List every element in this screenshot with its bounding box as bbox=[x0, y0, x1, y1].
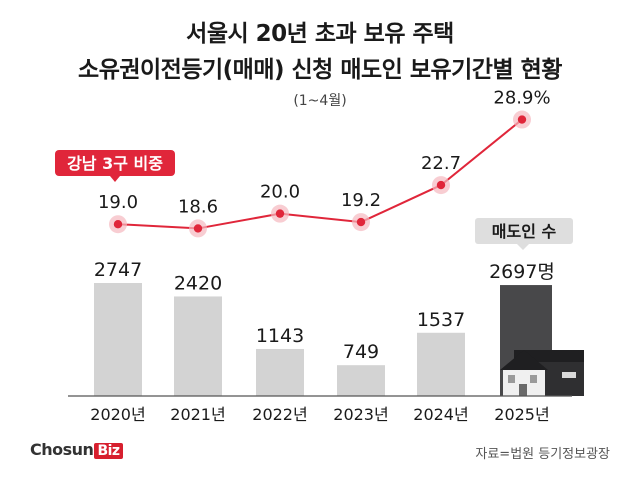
line-series-tag-pointer bbox=[110, 176, 120, 182]
x-tick-label-2025년: 2025년 bbox=[494, 405, 549, 424]
line-value-label-2025년: 28.9% bbox=[493, 88, 550, 109]
bar-series-tag-bg bbox=[475, 218, 573, 244]
bar-value-label-2025년: 2697명 bbox=[489, 261, 555, 283]
bar-2020년 bbox=[94, 283, 142, 396]
x-tick-label-2021년: 2021년 bbox=[170, 405, 225, 424]
logo-accent-text: Biz bbox=[94, 443, 123, 459]
x-tick-label-2023년: 2023년 bbox=[333, 405, 388, 424]
line-point-2022년 bbox=[275, 209, 285, 218]
line-point-2024년 bbox=[436, 180, 446, 190]
bar-series-tag-pointer bbox=[517, 244, 529, 250]
bar-value-label-2020년: 2747 bbox=[94, 259, 142, 281]
line-value-label-2023년: 19.2 bbox=[341, 190, 381, 211]
house-window-right bbox=[530, 375, 537, 383]
line-series-tag-label: 강남 3구 비중 bbox=[67, 154, 163, 173]
house-window-left bbox=[508, 375, 515, 383]
house-front-roof bbox=[500, 350, 548, 370]
line-value-label-2021년: 18.6 bbox=[178, 196, 218, 217]
line-point-2020년 bbox=[113, 220, 123, 229]
bar-2022년 bbox=[256, 348, 304, 396]
line-point-2023년 bbox=[356, 217, 366, 227]
bar-value-label-2023년: 749 bbox=[343, 341, 379, 363]
logo-main-text: Chosun bbox=[30, 440, 94, 459]
line-value-label-2020년: 19.0 bbox=[98, 192, 138, 213]
x-tick-label-2022년: 2022년 bbox=[252, 405, 307, 424]
chart-title-line-1: 서울시 20년 초과 보유 주택 bbox=[186, 21, 454, 47]
bar-series-tag-label: 매도인 수 bbox=[492, 222, 557, 241]
bar-2021년 bbox=[174, 296, 222, 396]
bar-value-label-2021년: 2420 bbox=[174, 272, 222, 294]
bar-value-label-2022년: 1143 bbox=[256, 325, 304, 347]
line-point-2021년 bbox=[193, 224, 203, 233]
chosunbiz-logo: Chosun Biz bbox=[30, 440, 123, 459]
house-side-window bbox=[562, 372, 576, 378]
line-series-tag-bg bbox=[55, 150, 175, 176]
x-tick-label-2024년: 2024년 bbox=[413, 405, 468, 424]
line-value-label-2022년: 20.0 bbox=[260, 182, 300, 203]
bar-value-label-2024년: 1537 bbox=[417, 309, 465, 331]
chart-subtitle: (1~4월) bbox=[293, 93, 347, 109]
line-point-2025년 bbox=[517, 115, 527, 124]
house-door bbox=[519, 384, 527, 396]
line-series-강남3구비중 bbox=[117, 118, 523, 230]
line-value-label-2024년: 22.7 bbox=[421, 153, 461, 174]
chart-title-line-2: 소유권이전등기(매매) 신청 매도인 보유기간별 현황 bbox=[78, 57, 562, 83]
source-note: 자료=법원 등기정보광장 bbox=[475, 447, 610, 462]
bar-2023년 bbox=[337, 365, 385, 396]
bar-2024년 bbox=[417, 332, 465, 396]
x-tick-label-2020년: 2020년 bbox=[90, 405, 145, 424]
